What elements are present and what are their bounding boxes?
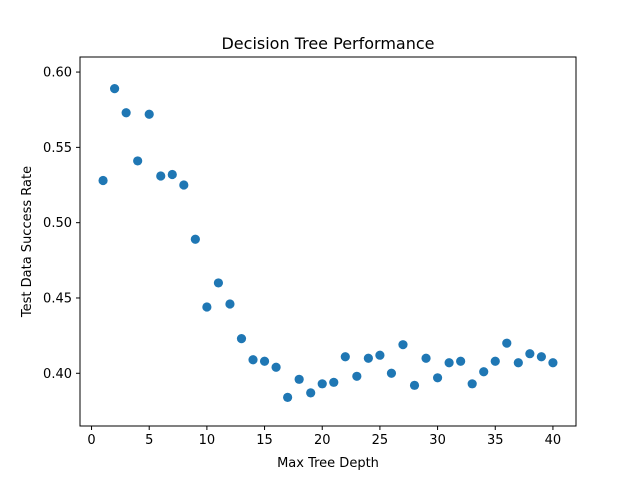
data-point bbox=[548, 358, 558, 368]
data-point bbox=[271, 362, 281, 372]
points-layer bbox=[98, 84, 558, 402]
data-point bbox=[98, 175, 108, 186]
data-point bbox=[144, 109, 154, 119]
data-point bbox=[248, 355, 258, 365]
data-point bbox=[375, 350, 385, 360]
data-point bbox=[340, 352, 350, 362]
data-point bbox=[133, 156, 143, 166]
data-point bbox=[156, 171, 166, 181]
data-point bbox=[213, 278, 224, 288]
data-point bbox=[398, 340, 408, 350]
x-tick-label: 30 bbox=[429, 433, 446, 448]
y-tick-label: 0.50 bbox=[43, 216, 72, 231]
y-axis-label: Test Data Success Rate bbox=[20, 166, 35, 318]
data-point bbox=[294, 374, 304, 384]
data-point bbox=[236, 334, 247, 344]
plot-area bbox=[80, 57, 576, 426]
data-point bbox=[456, 356, 466, 366]
data-point bbox=[409, 380, 420, 390]
ticks-layer: 0 5 10 15 20 25 30 35 40 0.40 0.45 0.50 0.55 0.60 bbox=[43, 66, 561, 448]
x-tick-label: 25 bbox=[372, 433, 389, 448]
data-point bbox=[513, 358, 523, 368]
data-point bbox=[225, 299, 235, 309]
x-tick-label: 40 bbox=[545, 433, 562, 448]
data-point bbox=[167, 169, 177, 180]
data-point bbox=[202, 302, 212, 312]
data-point bbox=[479, 367, 489, 377]
data-point bbox=[352, 371, 362, 381]
plot-frame bbox=[79, 56, 577, 427]
data-point bbox=[502, 338, 512, 348]
y-tick-label: 0.60 bbox=[43, 66, 72, 81]
data-point bbox=[283, 392, 293, 402]
y-tick-label: 0.45 bbox=[43, 291, 72, 306]
y-tick-label: 0.40 bbox=[43, 367, 72, 382]
data-point bbox=[190, 234, 200, 244]
data-point bbox=[444, 358, 454, 368]
data-point bbox=[536, 352, 546, 362]
x-tick-label: 35 bbox=[487, 433, 504, 448]
data-point bbox=[363, 353, 373, 363]
data-point bbox=[525, 349, 535, 359]
data-point bbox=[386, 368, 397, 378]
data-point bbox=[259, 356, 270, 366]
x-tick-label: 20 bbox=[314, 433, 331, 448]
x-tick-label: 5 bbox=[145, 433, 153, 448]
x-tick-label: 0 bbox=[87, 433, 95, 448]
data-point bbox=[306, 388, 316, 398]
data-point bbox=[179, 180, 189, 190]
data-point bbox=[329, 377, 339, 387]
x-axis-label: Max Tree Depth bbox=[277, 456, 379, 471]
data-point bbox=[432, 373, 443, 383]
data-point bbox=[121, 108, 131, 118]
x-tick-label: 15 bbox=[256, 433, 273, 448]
data-point bbox=[110, 84, 120, 94]
data-point bbox=[467, 379, 477, 389]
data-point bbox=[490, 356, 500, 366]
x-tick-label: 10 bbox=[199, 433, 216, 448]
y-tick-label: 0.55 bbox=[43, 141, 72, 156]
data-point bbox=[317, 379, 327, 389]
chart-title: Decision Tree Performance bbox=[221, 34, 434, 53]
data-point bbox=[421, 353, 431, 363]
